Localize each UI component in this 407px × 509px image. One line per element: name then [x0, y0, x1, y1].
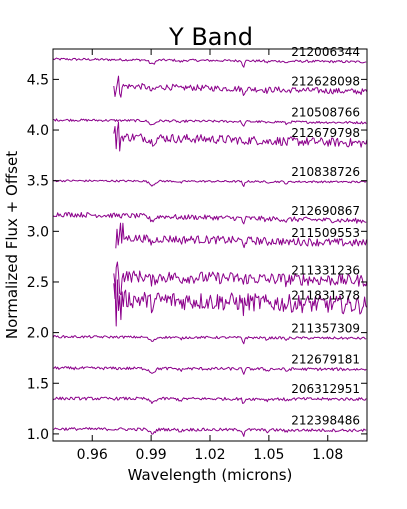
spectrum-212006344 [52, 57, 367, 68]
series-label: 211509553 [291, 226, 360, 240]
series-label: 211357309 [291, 321, 360, 335]
y-tick-label: 2.5 [27, 275, 49, 291]
spectrum-211331236 [113, 261, 368, 300]
spectrum-212398486 [52, 427, 367, 437]
series-label: 211331236 [291, 264, 360, 278]
spectrum-212679181 [53, 366, 367, 375]
spectrum-211357309 [52, 335, 367, 345]
spectrum-211831378 [113, 273, 368, 327]
spectrum-212628098 [113, 75, 368, 98]
y-tick-label: 1.5 [27, 376, 49, 392]
x-tick-label: 1.05 [253, 447, 284, 463]
series-label: 212679798 [291, 126, 360, 140]
series-label: 212006344 [291, 45, 360, 59]
x-tick-label: 0.99 [136, 447, 167, 463]
spectrum-206312951 [52, 396, 367, 404]
series-label: 212398486 [291, 413, 360, 427]
x-axis-label: Wavelength (microns) [128, 466, 293, 484]
series-label: 211831378 [291, 288, 360, 302]
x-axis-ticks: 0.96 0.99 1.02 1.05 1.08 [77, 49, 343, 463]
spectrum-212690867 [52, 211, 367, 225]
series-labels: 212006344 212628098 210508766 212679798 2108… [291, 45, 360, 428]
spectrum-210838726 [52, 179, 367, 187]
y-tick-label: 4.0 [27, 123, 49, 139]
chart-title: Y Band [168, 23, 253, 51]
y-tick-label: 3.0 [27, 224, 49, 240]
y-tick-label: 1.0 [27, 427, 49, 443]
series-label: 212628098 [291, 75, 360, 89]
x-tick-label: 1.02 [194, 447, 225, 463]
y-axis-label: Normalized Flux + Offset [3, 151, 21, 339]
series-label: 210838726 [291, 165, 360, 179]
y-axis-ticks: 1.0 1.5 2.0 2.5 3.0 3.5 4.0 4.5 [27, 72, 367, 443]
y-tick-label: 3.5 [27, 174, 49, 190]
y-tick-label: 2.0 [27, 326, 49, 342]
spectrum-211509553 [115, 222, 368, 249]
x-tick-label: 1.08 [312, 447, 343, 463]
x-tick-label: 0.96 [77, 447, 108, 463]
series-label: 212679181 [291, 352, 360, 366]
spectra-group [52, 57, 368, 437]
y-tick-label: 4.5 [27, 72, 49, 88]
series-label: 212690867 [291, 204, 360, 218]
spectrum-210508766 [52, 118, 367, 127]
series-label: 206312951 [291, 382, 360, 396]
spectrum-212679798 [113, 121, 368, 152]
series-label: 210508766 [291, 106, 360, 120]
